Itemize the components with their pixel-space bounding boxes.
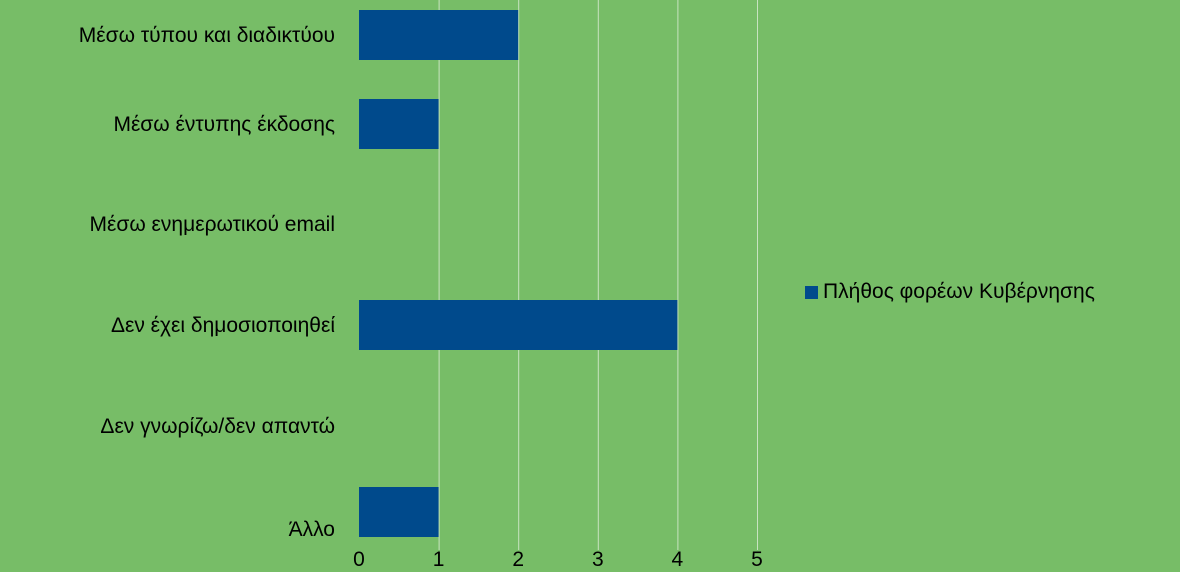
x-tick-label: 0 [353,548,365,571]
x-tick-label: 5 [751,548,763,571]
category-label: Άλλο [289,518,335,541]
x-axis-ticks: 0 1 2 3 4 5 [353,548,763,571]
x-tick-label: 2 [512,548,524,571]
category-label: Δεν έχει δημοσιοποιηθεί [111,314,335,337]
legend-label: Πλήθος φορέων Κυβέρνησης [823,280,1095,303]
legend: Πλήθος φορέων Κυβέρνησης [805,280,1095,304]
x-tick-label: 4 [672,548,684,571]
category-label: Δεν γνωρίζω/δεν απαντώ [100,415,335,438]
bar [359,99,439,149]
legend-swatch [805,285,818,299]
x-tick-label: 3 [592,548,604,571]
category-label: Μέσω έντυπης έκδοσης [113,113,335,136]
grid [438,0,758,550]
category-labels: Μέσω τύπου και διαδικτύου Μέσω έντυπης έκ… [79,24,336,541]
x-tick-label: 1 [433,548,445,571]
category-label: Μέσω ενημερωτικού email [90,213,335,236]
bar [359,487,439,537]
category-label: Μέσω τύπου και διαδικτύου [79,24,335,47]
bar [359,300,678,350]
bar [359,10,519,60]
bars [359,10,678,537]
